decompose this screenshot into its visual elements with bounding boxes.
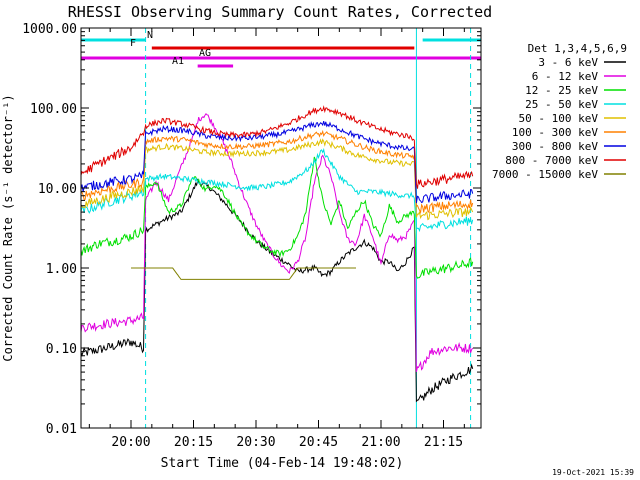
legend-label-6-12-kev: 6 - 12 keV	[532, 70, 599, 83]
legend-label-800-7000-kev: 800 - 7000 keV	[505, 154, 598, 167]
y-tick-label: 0.01	[46, 422, 77, 437]
flag-label-ag: AG	[199, 48, 211, 59]
series-layer	[80, 105, 474, 403]
flag-label-a1: A1	[172, 56, 184, 67]
y-tick-label: 100.00	[30, 102, 77, 117]
series-line-25-50-kev	[80, 147, 474, 233]
y-tick-label: 0.10	[46, 342, 77, 357]
series-line-3-6-kev	[80, 178, 474, 403]
x-tick-label: 21:15	[424, 435, 463, 450]
y-axis-label: Corrected Count Rate (s⁻¹ detector⁻¹)	[1, 94, 15, 361]
y-axis: 1000.00 100.00 10.00 1.00 0.10 0.01	[22, 22, 481, 437]
x-tick-label: 20:30	[236, 435, 275, 450]
vertical-markers	[80, 28, 472, 428]
x-axis: 20:00 20:15 20:30 20:45 21:00 21:15	[88, 28, 465, 450]
series-line-7000-15000-kev	[131, 267, 356, 280]
series-line-300-800-kev	[80, 120, 474, 204]
plot-frame	[80, 27, 482, 429]
flag-label-n: N	[147, 30, 153, 41]
series-line-12-25-kev	[80, 156, 474, 279]
y-tick-label: 10.00	[38, 182, 77, 197]
series-line-800-7000-kev	[80, 105, 474, 189]
x-axis-label: Start Time (04-Feb-14 19:48:02)	[161, 456, 404, 471]
legend-label-3-6-kev: 3 - 6 keV	[538, 56, 598, 69]
chart-title: RHESSI Observing Summary Count Rates, Co…	[68, 3, 492, 21]
legend-title: Det 1,3,4,5,6,9	[528, 42, 627, 55]
legend-label-50-100-kev: 50 - 100 keV	[519, 112, 599, 125]
series-line-50-100-kev	[80, 138, 474, 221]
x-tick-label: 20:45	[299, 435, 338, 450]
flag-bars: NF AG A1	[81, 30, 481, 68]
series-line-100-300-kev	[80, 129, 474, 214]
y-tick-label: 1000.00	[22, 22, 77, 37]
flag-label-f: F	[130, 38, 136, 49]
y-tick-label: 1.00	[46, 262, 77, 277]
legend-label-7000-15000-kev: 7000 - 15000 keV	[492, 168, 598, 181]
timestamp: 19-Oct-2021 15:39	[552, 468, 634, 477]
x-tick-label: 20:15	[174, 435, 213, 450]
x-tick-label: 20:00	[111, 435, 150, 450]
series-line-6-12-kev	[80, 113, 474, 373]
legend-label-100-300-kev: 100 - 300 keV	[512, 126, 598, 139]
legend-label-25-50-kev: 25 - 50 keV	[525, 98, 598, 111]
x-tick-label: 21:00	[361, 435, 400, 450]
legend-label-12-25-kev: 12 - 25 keV	[525, 84, 598, 97]
legend-label-300-800-kev: 300 - 800 keV	[512, 140, 598, 153]
